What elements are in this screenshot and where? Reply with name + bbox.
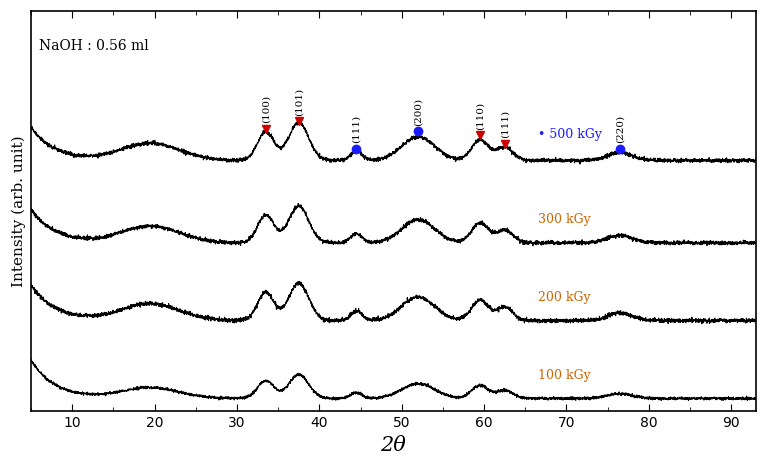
Text: (101): (101) <box>295 88 303 116</box>
Text: NaOH : 0.56 ml: NaOH : 0.56 ml <box>39 39 149 53</box>
Text: • 500 kGy: • 500 kGy <box>538 128 601 141</box>
Y-axis label: Intensity (arb. unit): Intensity (arb. unit) <box>11 136 25 287</box>
Text: 200 kGy: 200 kGy <box>538 291 591 304</box>
Text: (100): (100) <box>262 96 270 123</box>
Text: 100 kGy: 100 kGy <box>538 369 591 382</box>
X-axis label: 2θ: 2θ <box>380 436 407 455</box>
Text: 300 kGy: 300 kGy <box>538 213 591 226</box>
Text: (200): (200) <box>413 98 423 126</box>
Text: (220): (220) <box>615 115 624 144</box>
Text: (111): (111) <box>500 110 509 138</box>
Text: (110): (110) <box>476 102 485 130</box>
Text: (111): (111) <box>352 115 361 143</box>
